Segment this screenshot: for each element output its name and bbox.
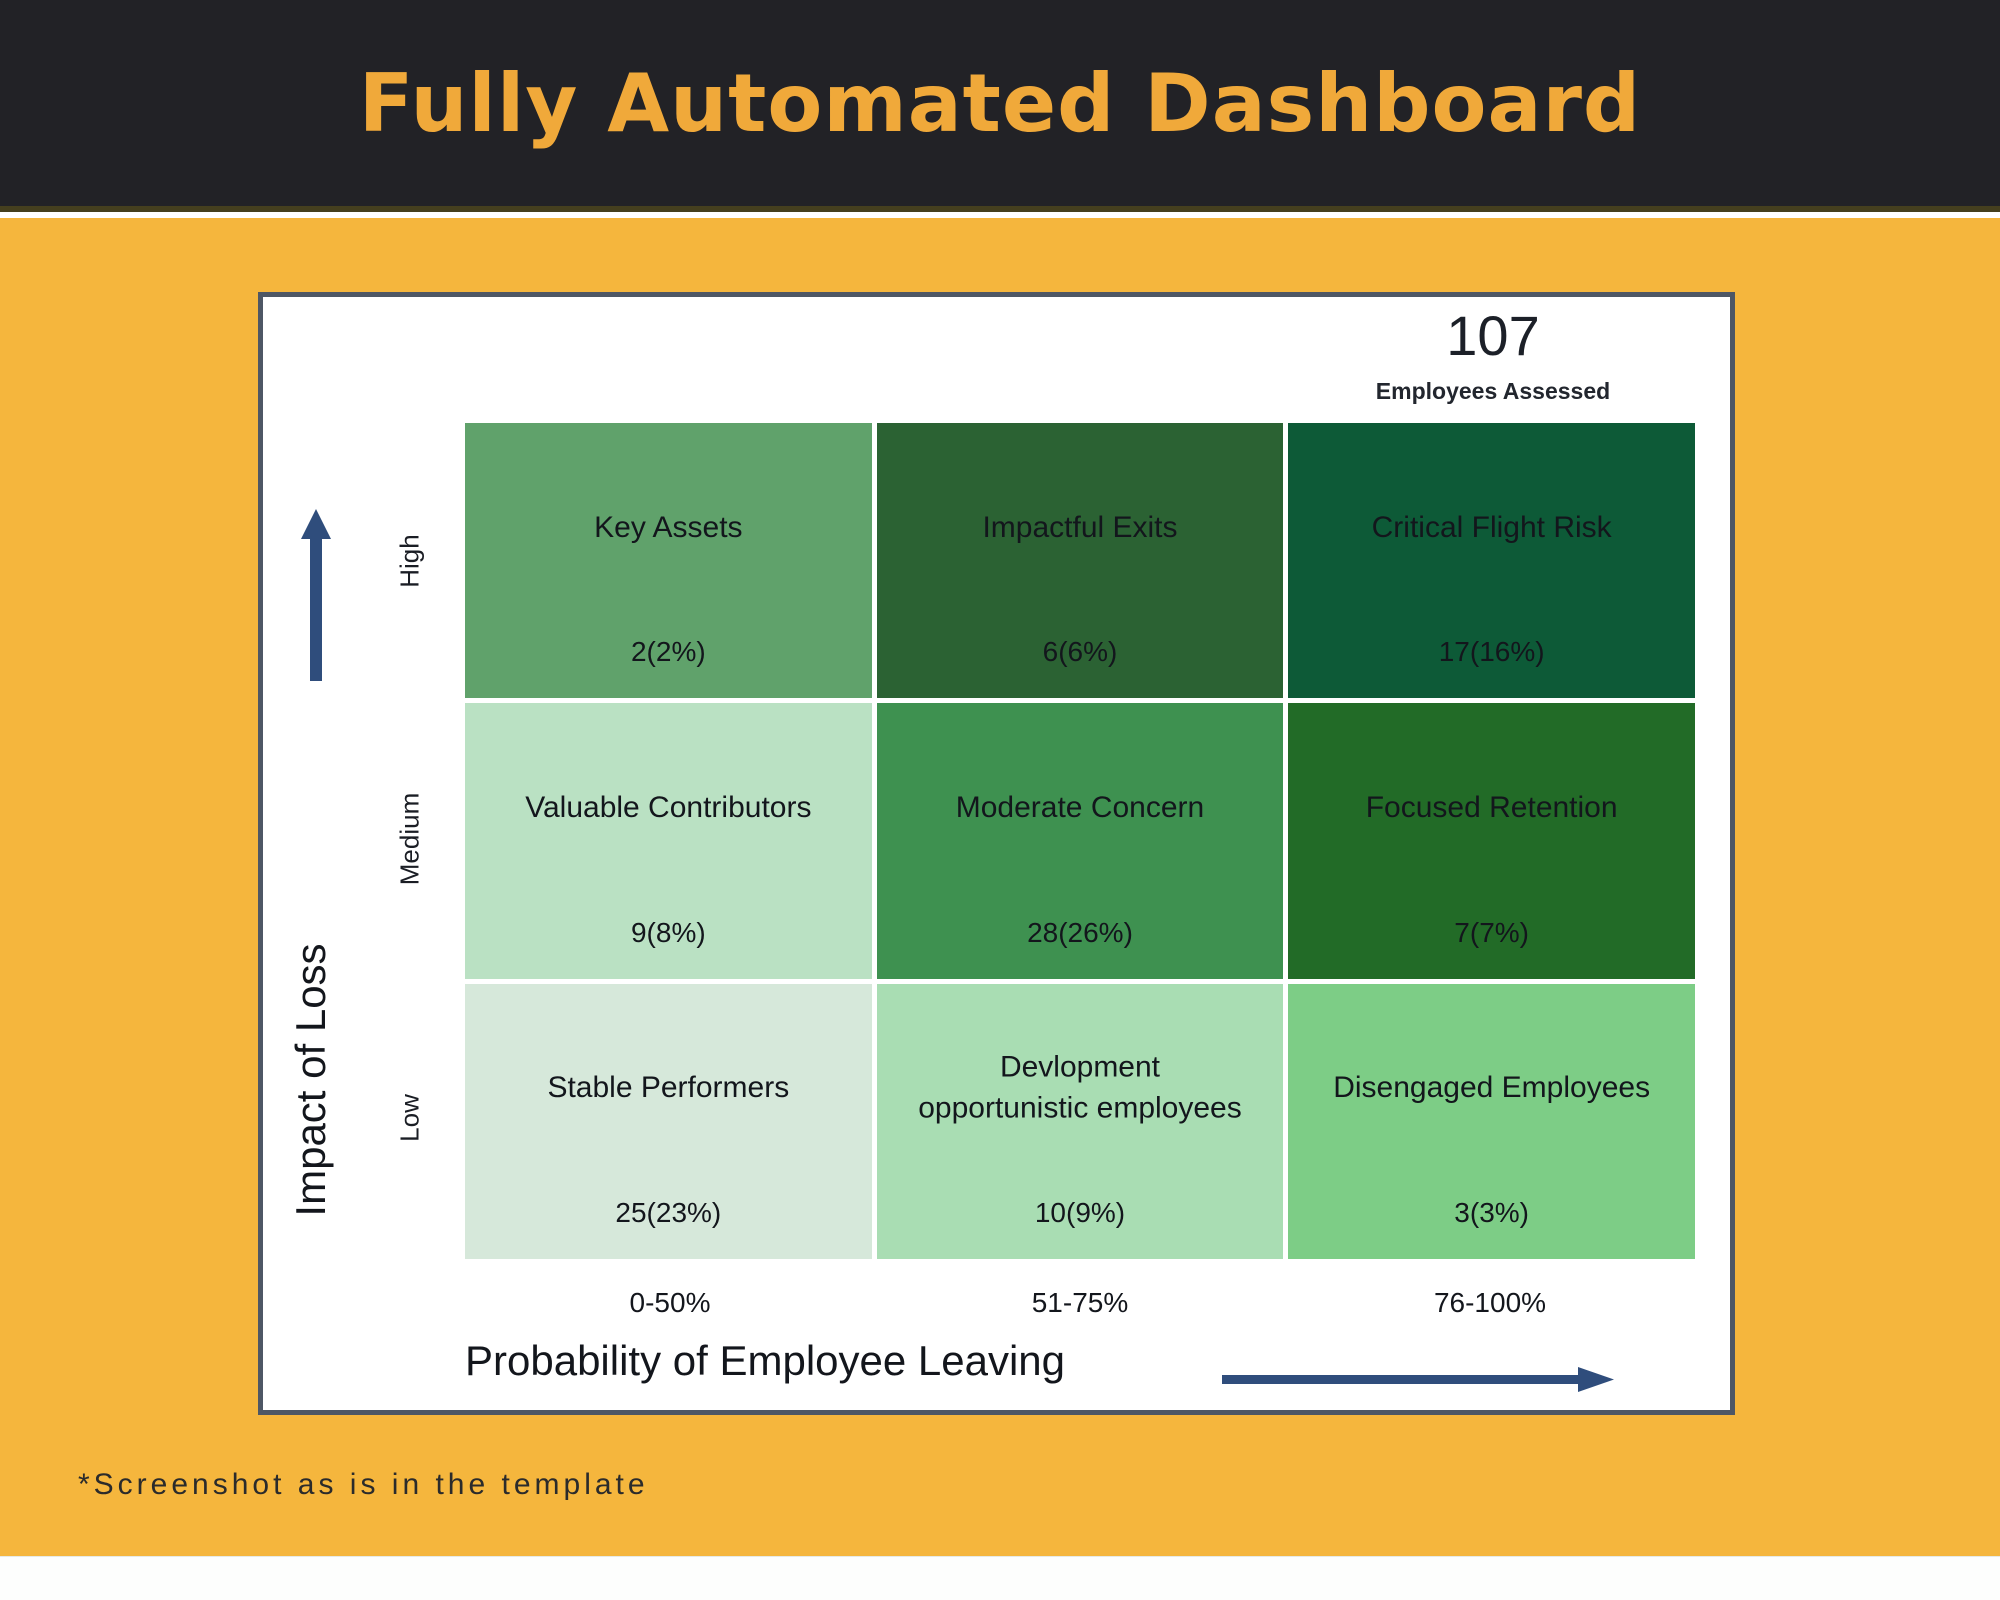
x-tick-51-75: 51-75% [1031, 1287, 1129, 1318]
cell-label: Critical Flight Risk [1371, 510, 1612, 544]
header-bar: Fully Automated Dashboard [0, 0, 2000, 212]
kpi-employees-assessed: 107 Employees Assessed [1303, 303, 1683, 405]
matrix-cell-key-assets: Key Assets 2(2%) [465, 423, 872, 699]
y-tick-medium: Medium [394, 792, 425, 886]
matrix-cell-impactful-exits: Impactful Exits 6(6%) [876, 423, 1284, 699]
risk-matrix: Key Assets 2(2%) Impactful Exits 6(6%) C… [465, 423, 1695, 1259]
cell-label: Impactful Exits [982, 510, 1178, 544]
cell-value: 3(3%) [1454, 1197, 1529, 1228]
x-tick-0-50: 0-50% [629, 1287, 711, 1318]
x-tick-76-100: 76-100% [1433, 1287, 1547, 1318]
y-tick-high: High [394, 534, 425, 588]
kpi-value: 107 [1446, 304, 1540, 367]
cell-label: Devlopment opportunistic employees [918, 1050, 1242, 1125]
cell-value: 25(23%) [615, 1197, 722, 1228]
cell-value: 9(8%) [630, 916, 706, 948]
cell-label: Moderate Concern [955, 790, 1205, 824]
cell-label: Valuable Contributors [525, 790, 812, 824]
cell-value: 10(9%) [1034, 1197, 1126, 1228]
cell-value: 2(2%) [630, 636, 706, 668]
matrix-cell-disengaged-employees: Disengaged Employees 3(3%) [1288, 983, 1695, 1259]
matrix-cell-valuable-contributors: Valuable Contributors 9(8%) [465, 703, 872, 979]
cell-value: 7(7%) [1454, 916, 1529, 948]
matrix-cell-moderate-concern: Moderate Concern 28(26%) [876, 703, 1284, 979]
matrix-cell-critical-flight-risk: Critical Flight Risk 17(16%) [1288, 423, 1695, 699]
kpi-label: Employees Assessed [1375, 378, 1611, 404]
page-title: Fully Automated Dashboard [358, 56, 1642, 150]
cell-label: Disengaged Employees [1333, 1071, 1651, 1105]
cell-value: 28(26%) [1027, 916, 1133, 948]
matrix-cell-stable-performers: Stable Performers 25(23%) [465, 983, 872, 1259]
dashboard-panel: 107 Employees Assessed Key Assets 2(2%) … [258, 292, 1735, 1415]
y-axis-title: Impact of Loss [287, 943, 334, 1217]
cell-value: 6(6%) [1042, 636, 1118, 668]
y-axis-up-arrow-icon [297, 509, 335, 686]
x-axis-title: Probability of Employee Leaving [465, 1337, 1066, 1384]
matrix-cell-development-opportunistic: Devlopment opportunistic employees 10(9%… [876, 983, 1284, 1259]
cell-label: Focused Retention [1365, 790, 1618, 824]
x-axis-right-arrow-icon [1222, 1365, 1614, 1398]
cell-value: 17(16%) [1438, 636, 1545, 668]
bottom-strip [0, 1556, 2000, 1600]
matrix-cell-focused-retention: Focused Retention 7(7%) [1288, 703, 1695, 979]
footnote: *Screenshot as is in the template [78, 1468, 649, 1501]
y-tick-low: Low [394, 1094, 425, 1142]
cell-label: Key Assets [594, 510, 743, 544]
cell-label: Stable Performers [547, 1071, 790, 1105]
